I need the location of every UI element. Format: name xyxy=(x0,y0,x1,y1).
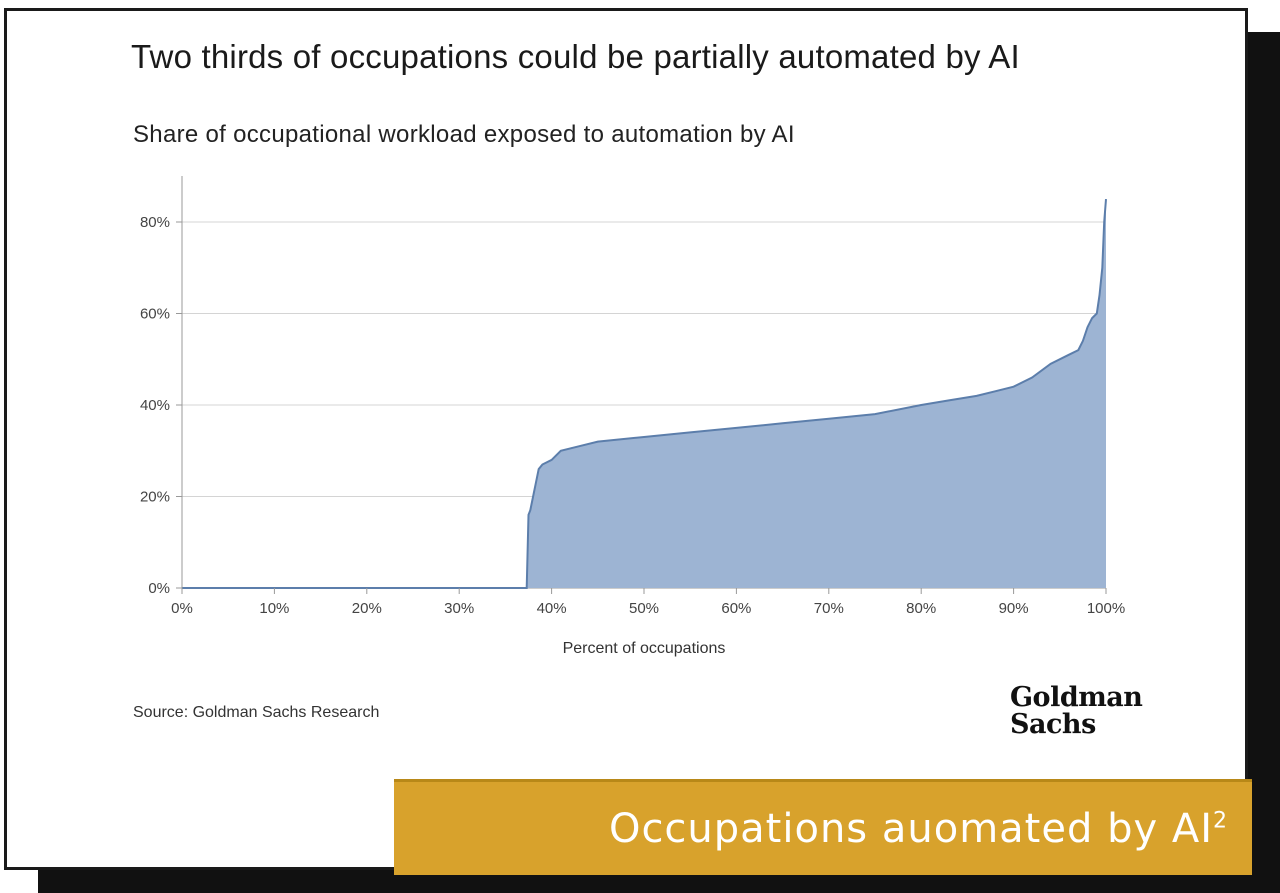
x-axis-ticks: 0% 10% 20% 30% 40% 50% 60% 70% 80% 90% 100% xyxy=(171,588,1125,617)
area-fill xyxy=(182,199,1106,588)
x-axis-label: Percent of occupations xyxy=(563,640,726,657)
area-line xyxy=(182,199,1107,589)
source-note: Source: Goldman Sachs Research xyxy=(133,704,380,721)
banner-caption: Occupations auomated by AI2 xyxy=(609,806,1228,852)
x-tick-label: 40% xyxy=(537,600,567,617)
caption-banner: Occupations auomated by AI2 xyxy=(394,779,1252,875)
chart-title: Two thirds of occupations could be parti… xyxy=(131,38,1020,75)
logo-line-2: Sachs xyxy=(1010,709,1096,740)
y-tick-label: 40% xyxy=(140,397,170,414)
y-axis-ticks: 0% 20% 40% 60% 80% xyxy=(140,176,183,597)
y-tick-label: 60% xyxy=(140,306,170,323)
x-tick-label: 80% xyxy=(906,600,936,617)
x-tick-label: 0% xyxy=(171,600,193,617)
x-tick-label: 20% xyxy=(352,600,382,617)
banner-caption-text: Occupations auomated by AI xyxy=(608,806,1213,852)
x-tick-label: 60% xyxy=(721,600,751,617)
y-tick-label: 0% xyxy=(148,580,170,597)
y-tick-label: 20% xyxy=(140,489,170,506)
y-tick-label: 80% xyxy=(140,214,170,231)
x-tick-label: 70% xyxy=(814,600,844,617)
x-tick-label: 90% xyxy=(999,600,1029,617)
plot-area xyxy=(182,199,1107,589)
logo-line-1: Goldman xyxy=(1010,682,1143,713)
x-tick-label: 100% xyxy=(1087,600,1125,617)
banner-superscript: 2 xyxy=(1213,808,1228,834)
x-tick-label: 10% xyxy=(259,600,289,617)
x-tick-label: 50% xyxy=(629,600,659,617)
x-tick-label: 30% xyxy=(444,600,474,617)
goldman-sachs-logo: Goldman Sachs xyxy=(1010,684,1150,738)
chart-subtitle: Share of occupational workload exposed t… xyxy=(133,121,795,148)
